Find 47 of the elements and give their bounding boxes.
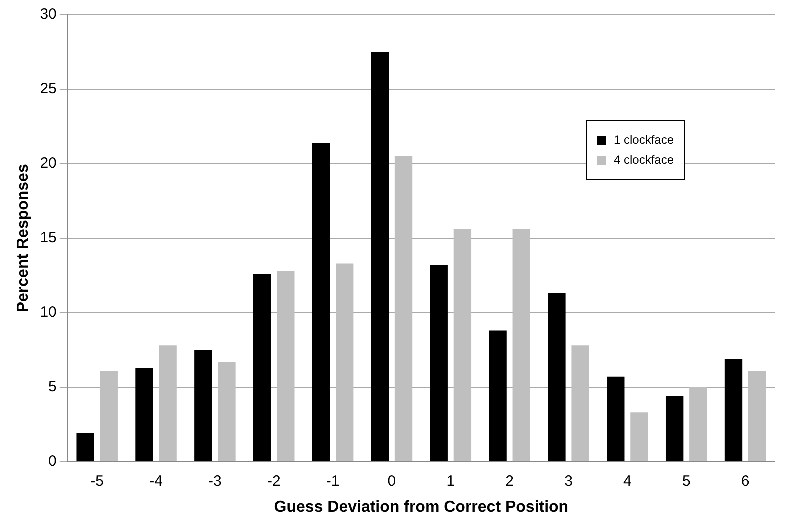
y-tick-label: 15 [40,230,57,247]
bar [312,143,330,462]
x-tick-label: 2 [506,472,514,490]
y-tick-label: 5 [48,378,57,396]
bar [76,434,94,462]
bar [489,330,507,462]
y-tick-label: 25 [40,80,57,98]
bar [454,229,472,462]
bar [100,370,118,462]
bar [572,346,590,462]
x-tick-label: 1 [446,472,456,490]
bar [371,52,390,462]
x-tick-label: 6 [741,472,750,490]
bar [690,387,708,462]
bar [724,359,743,462]
x-tick-label: 0 [388,472,396,490]
x-tick-label: 5 [682,472,691,490]
bar [254,274,272,462]
y-tick-label: 20 [40,155,57,172]
bar [430,265,448,462]
x-tick-label: -4 [150,472,163,490]
bar [394,156,413,462]
x-tick-label: 4 [624,472,632,490]
bar [748,370,766,462]
x-tick-label: -5 [90,472,104,490]
bar [630,412,648,462]
y-axis-title: Percent Responses [15,164,32,313]
x-tick-label: -3 [208,472,222,490]
bar [607,376,625,462]
x-tick-label: -1 [326,472,340,490]
y-tick-label: 0 [48,452,57,470]
y-tick-label: 10 [40,304,57,322]
bar [194,350,212,462]
legend-label: 4 clockface [614,153,674,167]
x-axis-title: Guess Deviation from Correct Position [274,498,569,516]
bar [548,294,566,462]
bar [512,229,530,462]
bar [159,346,177,462]
bar [277,271,295,462]
y-tick-label: 30 [40,6,57,24]
bar [336,264,354,462]
bar [136,368,154,462]
bar [666,396,684,462]
legend-label: 1 clockface [614,133,674,147]
x-tick-label: -2 [267,472,281,490]
x-tick-label: 3 [564,472,573,490]
bar [218,362,236,462]
